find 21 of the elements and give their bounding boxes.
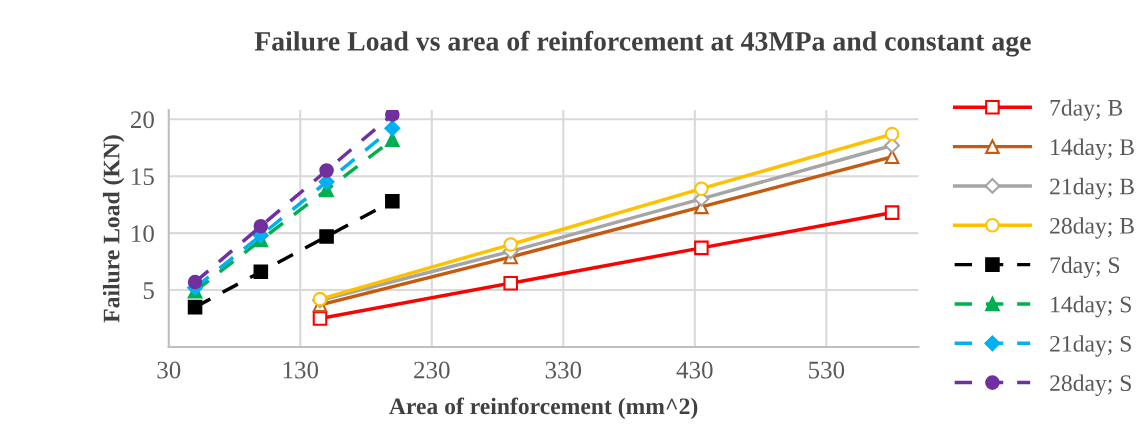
legend-label: 7day; B (1050, 99, 1123, 121)
chart-title: Failure Load vs area of reinforcement at 43MPa and constant age (254, 30, 1031, 57)
y-tick-label: 15 (132, 168, 154, 186)
y-tick-label: 10 (132, 225, 154, 243)
legend-label: 14day; B (1051, 138, 1134, 160)
legend-label: 28day; S (1050, 374, 1131, 396)
legend-label: 14day; S (1051, 295, 1131, 318)
x-tick-label: 330 (545, 361, 582, 379)
x-tick-label: 30 (157, 361, 181, 379)
legend-label: 28day; B (1050, 217, 1134, 239)
y-tick-label: 20 (130, 111, 154, 129)
x-tick-label: 430 (676, 361, 713, 379)
y-axis-title: Failure Load (KN) (102, 135, 125, 323)
x-tick-label: 230 (414, 361, 450, 379)
x-tick-label: 130 (283, 361, 319, 379)
x-axis-title: Area of reinforcement (mm^2) (389, 397, 698, 420)
x-tick-label: 530 (809, 361, 845, 379)
y-tick-label: 5 (143, 282, 154, 299)
legend-label: 7day; S (1050, 256, 1120, 278)
legend-label: 21day; B (1050, 177, 1134, 200)
legend-label: 21day; S (1050, 335, 1131, 357)
